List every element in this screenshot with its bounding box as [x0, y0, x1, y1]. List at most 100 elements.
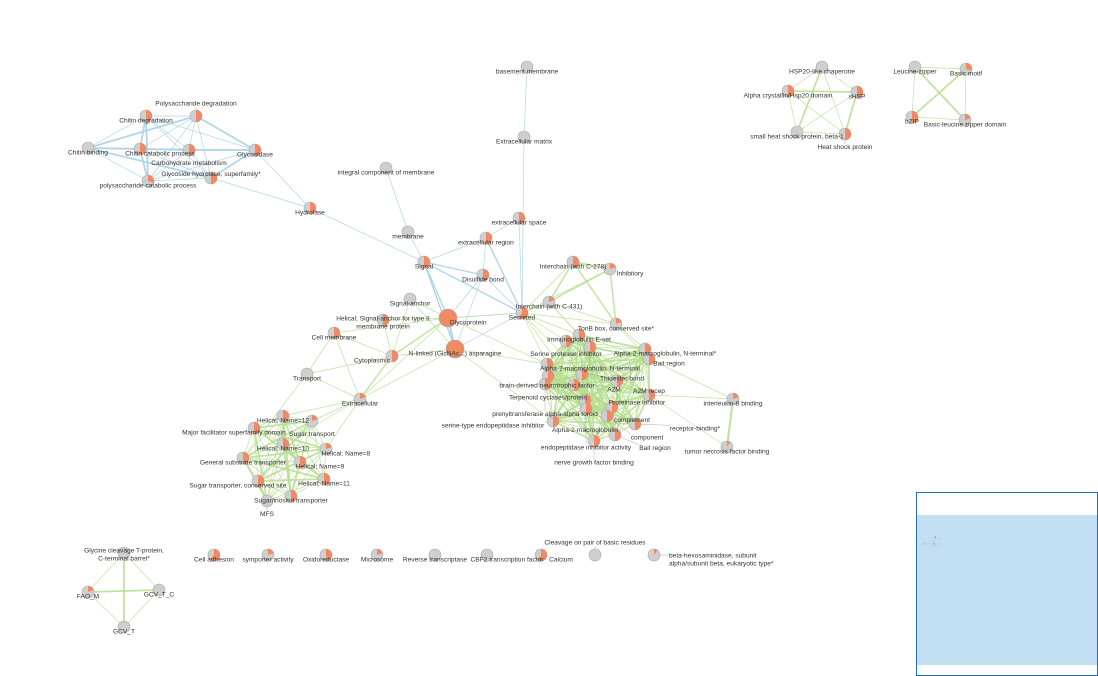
network-node[interactable]	[327, 326, 341, 340]
edge[interactable]	[87, 552, 125, 593]
edge[interactable]	[584, 348, 646, 401]
edge[interactable]	[391, 298, 411, 357]
network-node[interactable]	[479, 231, 493, 245]
edge[interactable]	[589, 346, 646, 350]
network-node[interactable]	[248, 143, 262, 157]
edge[interactable]	[485, 237, 523, 314]
edge[interactable]	[552, 420, 616, 436]
edge[interactable]	[572, 261, 617, 325]
network-node[interactable]	[207, 548, 221, 562]
node-circle[interactable]	[438, 308, 458, 328]
network-node[interactable]	[305, 414, 319, 428]
network-node[interactable]	[403, 292, 417, 306]
edge[interactable]	[609, 268, 617, 325]
edge[interactable]	[521, 136, 525, 314]
edge[interactable]	[266, 415, 284, 502]
edge[interactable]	[242, 457, 301, 463]
edge[interactable]	[139, 148, 212, 179]
network-node[interactable]	[958, 113, 972, 127]
network-node[interactable]	[534, 548, 548, 562]
edge[interactable]	[210, 177, 311, 209]
edge[interactable]	[821, 66, 858, 93]
network-node[interactable]	[293, 455, 307, 469]
edge[interactable]	[87, 115, 147, 149]
network-node[interactable]	[319, 442, 333, 456]
edge[interactable]	[123, 589, 160, 628]
node-circle[interactable]	[379, 161, 393, 175]
network-node[interactable]	[567, 378, 581, 392]
edge[interactable]	[552, 348, 646, 422]
edge[interactable]	[282, 415, 327, 450]
node-circle[interactable]	[445, 339, 465, 359]
edge[interactable]	[254, 149, 311, 209]
edge[interactable]	[333, 332, 393, 357]
node-circle[interactable]	[815, 60, 829, 74]
network-node[interactable]	[908, 60, 922, 74]
edge[interactable]	[145, 115, 256, 151]
network-node[interactable]	[370, 548, 384, 562]
edge[interactable]	[548, 301, 617, 325]
edge[interactable]	[547, 358, 650, 377]
network-node[interactable]	[247, 421, 261, 435]
edge[interactable]	[725, 398, 735, 448]
edge[interactable]	[447, 317, 548, 365]
network-node[interactable]	[276, 409, 290, 423]
edge[interactable]	[787, 90, 846, 135]
edge[interactable]	[333, 332, 361, 400]
network-node[interactable]	[189, 109, 203, 123]
edge[interactable]	[454, 312, 523, 350]
edge[interactable]	[257, 443, 284, 482]
edge[interactable]	[454, 274, 484, 350]
network-node[interactable]	[139, 109, 153, 123]
network-node[interactable]	[850, 85, 864, 99]
edge[interactable]	[552, 394, 650, 422]
edge[interactable]	[253, 427, 292, 497]
edge[interactable]	[552, 399, 586, 422]
network-node[interactable]	[480, 548, 494, 562]
edge[interactable]	[423, 261, 456, 350]
edge[interactable]	[546, 346, 591, 365]
edge[interactable]	[546, 358, 650, 365]
edge[interactable]	[454, 348, 548, 365]
network-node[interactable]	[261, 548, 275, 562]
edge[interactable]	[911, 68, 967, 118]
network-node[interactable]	[251, 474, 265, 488]
edge[interactable]	[544, 383, 554, 422]
node-circle[interactable]	[520, 60, 534, 74]
network-node[interactable]	[647, 548, 661, 562]
edge[interactable]	[648, 358, 734, 400]
network-node[interactable]	[542, 295, 556, 309]
network-node[interactable]	[959, 62, 973, 76]
edge[interactable]	[242, 448, 327, 459]
edge[interactable]	[454, 348, 554, 422]
network-node[interactable]	[520, 60, 534, 74]
edge[interactable]	[253, 420, 313, 429]
network-node[interactable]	[385, 349, 399, 363]
edge[interactable]	[546, 334, 580, 365]
edge[interactable]	[573, 358, 650, 386]
edge[interactable]	[552, 420, 636, 425]
edge[interactable]	[518, 217, 523, 314]
edge[interactable]	[87, 147, 149, 182]
edge[interactable]	[548, 268, 611, 303]
edge[interactable]	[447, 312, 523, 319]
network-node[interactable]	[583, 340, 597, 354]
edge[interactable]	[796, 131, 846, 135]
network-node[interactable]	[720, 440, 734, 454]
edge[interactable]	[578, 334, 646, 350]
edge[interactable]	[787, 90, 858, 93]
network-node[interactable]	[376, 313, 390, 327]
edge[interactable]	[242, 415, 284, 459]
edge[interactable]	[573, 384, 650, 396]
network-node[interactable]	[319, 548, 333, 562]
network-node[interactable]	[572, 328, 586, 342]
edge[interactable]	[242, 420, 313, 459]
network-node[interactable]	[438, 308, 458, 328]
network-node[interactable]	[790, 125, 804, 139]
edge[interactable]	[325, 398, 361, 450]
network-node[interactable]	[141, 174, 155, 188]
network-node[interactable]	[609, 317, 623, 331]
node-circle[interactable]	[588, 548, 602, 562]
edge[interactable]	[87, 591, 125, 628]
edge[interactable]	[242, 457, 325, 480]
